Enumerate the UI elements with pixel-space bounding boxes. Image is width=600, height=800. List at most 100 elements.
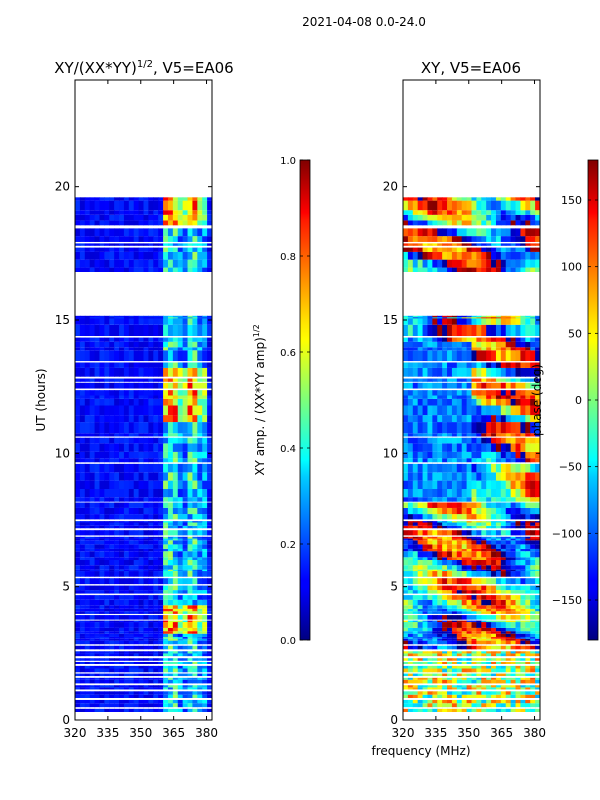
heatmap-cell <box>153 651 159 654</box>
heatmap-cell <box>486 615 492 620</box>
heatmap-cell <box>109 350 115 362</box>
heatmap-cell <box>207 228 212 237</box>
heatmap-cell <box>148 337 154 342</box>
heatmap-cell <box>427 569 433 572</box>
heatmap-cell <box>495 565 502 570</box>
heatmap-cell <box>530 507 536 515</box>
heatmap-cell <box>412 507 419 515</box>
heatmap-cell <box>187 557 194 560</box>
heatmap-cell <box>535 677 540 680</box>
heatmap-cell <box>89 708 96 712</box>
heatmap-cell <box>403 247 409 252</box>
heatmap-cell <box>119 367 125 377</box>
heatmap-cell <box>442 497 448 502</box>
heatmap-cell <box>197 502 203 508</box>
heatmap-cell <box>495 557 502 560</box>
heatmap-cell <box>143 691 149 695</box>
heatmap-cell <box>143 627 149 632</box>
heatmap-cell <box>172 665 179 669</box>
heatmap-cell <box>403 557 409 560</box>
heatmap-cell <box>456 611 463 614</box>
heatmap-cell <box>133 540 140 545</box>
heatmap-cell <box>158 538 164 541</box>
heatmap-cell <box>94 627 101 632</box>
heatmap-cell <box>417 691 424 695</box>
heatmap-cell <box>119 661 125 664</box>
heatmap-cell <box>114 559 120 566</box>
heatmap-cell <box>84 687 91 690</box>
heatmap-cell <box>148 685 154 688</box>
heatmap-cell <box>172 458 179 463</box>
heatmap-cell <box>167 197 174 201</box>
heatmap-cell <box>403 324 409 337</box>
heatmap-cell <box>119 557 125 560</box>
heatmap-cell <box>143 210 149 215</box>
heatmap-cell <box>192 620 198 623</box>
heatmap-cell <box>99 259 105 268</box>
heatmap-cell <box>153 458 159 463</box>
heatmap-cell <box>520 395 526 399</box>
heatmap-cell <box>500 599 507 606</box>
heatmap-cell <box>167 590 174 594</box>
heatmap-cell <box>94 590 101 594</box>
heatmap-cell <box>167 638 174 641</box>
heatmap-cell <box>491 585 497 591</box>
heatmap-cell <box>187 703 194 708</box>
heatmap-cell <box>94 622 101 628</box>
heatmap-cell <box>505 569 512 572</box>
heatmap-cell <box>442 636 448 639</box>
heatmap-cell <box>182 521 189 523</box>
heatmap-cell <box>500 362 507 368</box>
heatmap-cell <box>123 540 130 545</box>
heatmap-cell <box>182 557 189 560</box>
heatmap-cell <box>119 640 125 645</box>
heatmap-cell <box>495 620 502 623</box>
heatmap-cell <box>153 653 159 657</box>
heatmap-cell <box>172 627 179 632</box>
heatmap-cell <box>442 565 448 570</box>
heatmap-cell <box>158 251 164 260</box>
heatmap-cell <box>158 497 164 502</box>
heatmap-cell <box>515 638 522 641</box>
heatmap-cell <box>79 525 86 529</box>
heatmap-cell <box>412 605 419 609</box>
heatmap-cell <box>143 502 149 508</box>
heatmap-cell <box>412 620 419 623</box>
heatmap-cell <box>99 480 105 490</box>
heatmap-cell <box>427 315 433 325</box>
heatmap-cell <box>427 362 433 368</box>
heatmap-cell <box>197 679 203 684</box>
heatmap-cell <box>461 405 468 416</box>
heatmap-cell <box>476 631 482 634</box>
heatmap-cell <box>461 544 468 549</box>
heatmap-cell <box>197 585 203 591</box>
heatmap-cell <box>412 502 419 508</box>
heatmap-cell <box>437 341 443 348</box>
heatmap-cell <box>466 636 473 639</box>
heatmap-cell <box>515 367 522 377</box>
heatmap-cell <box>495 521 502 523</box>
heatmap-cell <box>471 382 477 389</box>
heatmap-cell <box>530 627 536 632</box>
heatmap-cell <box>491 489 497 498</box>
heatmap-cell <box>158 341 164 348</box>
heatmap-cell <box>148 708 154 712</box>
heatmap-cell <box>104 315 110 325</box>
heatmap-cell <box>75 633 81 637</box>
heatmap-cell <box>520 350 526 362</box>
heatmap-cell <box>403 677 409 680</box>
heatmap-cell <box>207 590 212 594</box>
heatmap-cell <box>148 405 154 416</box>
heatmap-cell <box>187 538 194 541</box>
heatmap-cell <box>403 611 409 614</box>
heatmap-cell <box>407 497 414 502</box>
heatmap-cell <box>432 673 438 677</box>
heatmap-cell <box>486 559 492 566</box>
heatmap-cell <box>79 708 86 712</box>
heatmap-cell <box>187 590 194 594</box>
heatmap-cell <box>481 350 487 362</box>
heatmap-cell <box>138 638 145 641</box>
heatmap-cell <box>172 673 179 677</box>
heatmap-cell <box>94 645 101 650</box>
heatmap-cell <box>153 548 159 552</box>
